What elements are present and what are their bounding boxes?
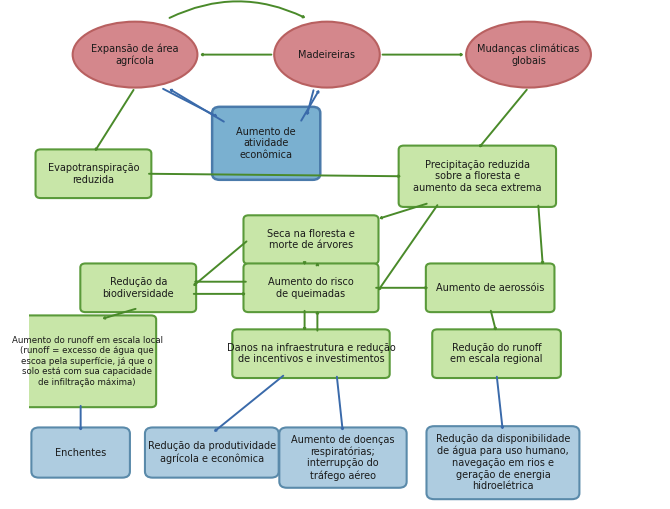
FancyBboxPatch shape: [399, 146, 556, 207]
Text: Aumento de doenças
respiratórias;
interrupção do
tráfego aéreo: Aumento de doenças respiratórias; interr…: [291, 435, 395, 480]
Ellipse shape: [466, 22, 591, 88]
Text: Aumento de aerossóis: Aumento de aerossóis: [436, 283, 544, 293]
Text: Expansão de área
agrícola: Expansão de área agrícola: [91, 43, 179, 66]
Text: Enchentes: Enchentes: [55, 447, 107, 458]
Text: Aumento do risco
de queimadas: Aumento do risco de queimadas: [268, 277, 354, 299]
FancyBboxPatch shape: [426, 264, 555, 312]
FancyBboxPatch shape: [80, 264, 196, 312]
Ellipse shape: [274, 22, 380, 88]
FancyBboxPatch shape: [432, 329, 561, 378]
FancyBboxPatch shape: [18, 316, 156, 407]
Text: Aumento de
atividade
econômica: Aumento de atividade econômica: [237, 127, 296, 160]
FancyBboxPatch shape: [31, 428, 130, 477]
Text: Precipitação reduzida
sobre a floresta e
aumento da seca extrema: Precipitação reduzida sobre a floresta e…: [413, 160, 541, 193]
Text: Aumento do runoff em escala local
(runoff = excesso de água que
escoa pela super: Aumento do runoff em escala local (runof…: [11, 336, 163, 387]
Text: Redução da produtividade
agrícola e econômica: Redução da produtividade agrícola e econ…: [148, 441, 276, 464]
Text: Evapotranspiração
reduzida: Evapotranspiração reduzida: [48, 163, 139, 185]
FancyBboxPatch shape: [243, 215, 379, 264]
Text: Madeireiras: Madeireiras: [299, 49, 356, 60]
Text: Redução do runoff
em escala regional: Redução do runoff em escala regional: [450, 343, 543, 364]
FancyBboxPatch shape: [36, 150, 151, 198]
FancyBboxPatch shape: [279, 428, 407, 488]
FancyBboxPatch shape: [145, 428, 279, 477]
Text: Redução da
biodiversidade: Redução da biodiversidade: [103, 277, 174, 299]
Text: Redução da disponibilidade
de água para uso humano,
navegação em rios e
geração : Redução da disponibilidade de água para …: [436, 434, 570, 491]
Text: Mudanças climáticas
globais: Mudanças climáticas globais: [478, 44, 580, 66]
FancyBboxPatch shape: [232, 329, 390, 378]
FancyBboxPatch shape: [243, 264, 379, 312]
Text: Danos na infraestrutura e redução
de incentivos e investimentos: Danos na infraestrutura e redução de inc…: [226, 343, 395, 364]
Text: Seca na floresta e
morte de árvores: Seca na floresta e morte de árvores: [267, 229, 355, 250]
FancyBboxPatch shape: [427, 426, 580, 499]
Ellipse shape: [72, 22, 198, 88]
FancyBboxPatch shape: [212, 107, 320, 180]
